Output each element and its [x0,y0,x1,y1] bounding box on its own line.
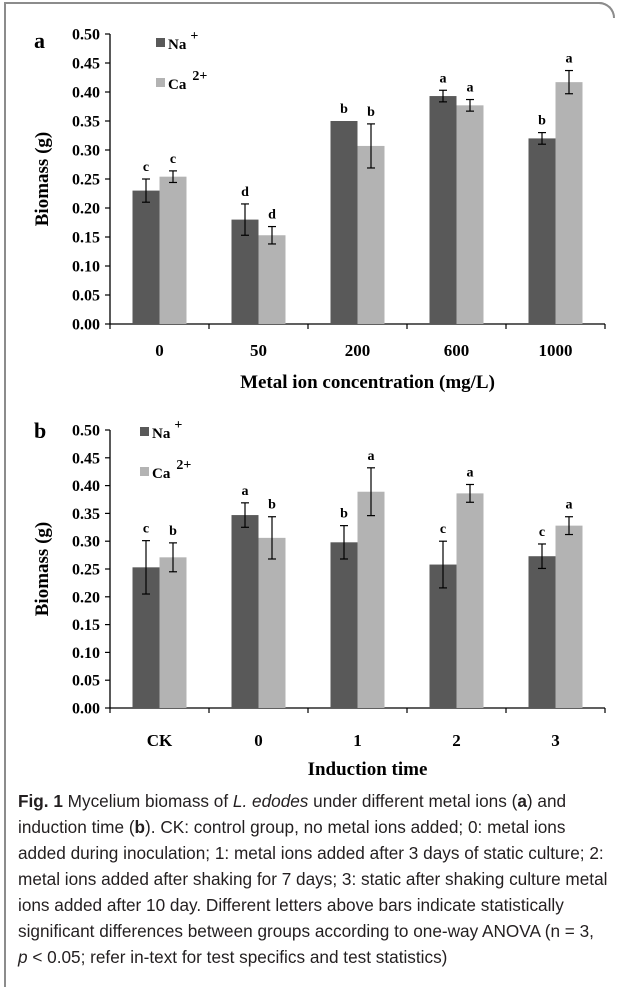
panel-b-y-tick-label: 0.40 [72,478,100,495]
panel-a-x-tick-label: 50 [250,341,267,360]
panel-a-y-tick-label: 0.30 [72,143,100,160]
panel-b-legend-swatch-1 [140,427,149,436]
panel-a-y-tick-label: 0.05 [72,288,100,305]
panel-a-y-tick-label: 0.15 [72,230,100,247]
panel-a-significance-letter: a [467,81,474,96]
panel-a-bar-series-2 [456,105,484,324]
panel-b-y-tick-label: 0.35 [72,506,100,523]
panel-a-x-tick-label: 1000 [539,341,573,360]
panel-a-legend-swatch-1 [156,38,165,47]
panel-b-significance-letter: c [440,522,446,537]
panel-b-bar-series-1 [330,542,358,708]
caption-panel-b-ref: b [134,817,146,837]
panel-a-y-tick-label: 0.20 [72,201,100,218]
panel-b-y-tick-label: 0.20 [72,589,100,606]
panel-b-y-tick-label: 0.10 [72,645,100,662]
panel-a-bar-series-1 [330,121,358,324]
panel-b-bar-series-2 [258,537,286,708]
panel-b-x-tick-label: 1 [353,731,362,750]
panel-a-x-axis-label: Metal ion concentration (mg/L) [240,372,495,393]
panel-b-y-tick-label: 0.45 [72,450,100,467]
panel-a-y-tick-label: 0.50 [72,27,100,44]
caption-p-value: p [18,947,28,967]
panel-a-significance-letter: d [268,208,276,223]
panel-a-x-tick-label: 200 [345,341,371,360]
caption-text-2: under different metal ions ( [308,791,518,811]
panel-a-bar-series-2 [555,82,583,324]
panel-a-bar-series-1 [528,138,556,324]
panel-b-significance-letter: a [242,484,249,499]
panel-b-significance-letter: b [268,498,276,513]
panel-b-y-tick-label: 0.25 [72,562,100,579]
panel-b-significance-letter: b [169,524,177,539]
panel-a-x-tick-label: 0 [155,341,164,360]
panel-a-bar-series-1 [132,190,160,324]
panel-a-legend-label-1: Na+ [168,29,198,53]
panel-b-legend-swatch-2 [140,467,149,476]
panel-a-significance-letter: a [566,52,573,67]
panel-a-y-tick-label: 0.00 [72,317,100,334]
panel-b-significance-letter: a [368,449,375,464]
panel-a-significance-letter: d [241,185,249,200]
panel-b-y-tick-label: 0.50 [72,423,100,440]
panel-a-bar-series-2 [159,176,187,324]
panel-a-bar-series-1 [429,96,457,324]
panel-b-bar-series-2 [159,557,187,708]
panel-b-significance-letter: c [143,522,149,537]
caption-text-4: ). CK: control group, no metal ions adde… [18,817,608,941]
panel-b-x-axis-label: Induction time [308,759,428,780]
panel-b-legend-label-1: Na+ [152,418,182,442]
panel-a-x-tick-label: 600 [444,341,470,360]
panel-b-bar-series-2 [555,525,583,708]
panel-a-panel-label: a [34,28,45,53]
panel-b-x-tick-label: 2 [452,731,461,750]
chart-panel-a: a 0.00 0.05 0.10 0.15 0.20 0.25 0.30 0.35 0.40 0.4… [32,27,606,393]
figure-frame [4,2,615,987]
panel-a-legend-swatch-2 [156,78,165,87]
panel-a-y-axis-label: Biomass (g) [32,132,53,226]
panel-b-panel-label: b [34,418,46,443]
panel-b-y-tick-label: 0.30 [72,534,100,551]
panel-b-x-tick-label: CK [147,731,173,750]
panel-a-bar-series-2 [357,145,385,324]
panel-b-significance-letter: a [566,498,573,513]
panel-a-significance-letter: c [170,152,176,167]
panel-a-significance-letter: b [538,114,546,129]
panel-b-significance-letter: a [467,465,474,480]
panel-b-y-tick-label: 0.00 [72,701,100,718]
panel-a-y-tick-label: 0.40 [72,85,100,102]
figure-caption: Fig. 1 Mycelium biomass of L. edodes und… [18,788,608,970]
panel-a-legend-label-2: Ca2+ [168,69,207,93]
chart-panel-b: b 0.00 0.05 0.10 0.15 0.20 0.25 0.30 0.35 0.40 0.4… [32,418,606,780]
panel-b-bar-series-1 [231,515,259,708]
panel-a-significance-letter: b [340,102,348,117]
panel-b-bar-series-1 [528,556,556,708]
panel-a-y-tick-label: 0.45 [72,56,100,73]
panel-b-y-axis-label: Biomass (g) [32,522,53,616]
caption-text-3: ) and induction time ( [18,791,567,837]
panel-a-significance-letter: b [367,105,375,120]
panel-b-significance-letter: b [340,507,348,522]
caption-species: L. edodes [232,791,309,811]
panel-a-y-tick-label: 0.25 [72,172,100,189]
caption-fig-label: Fig. 1 [18,791,63,811]
panel-b-significance-letter: c [539,525,545,540]
caption-text-5: < 0.05; refer in-text for test specifics… [27,947,448,967]
caption-text-1: Mycelium biomass of [62,791,233,811]
panel-b-x-tick-label: 0 [254,731,263,750]
panel-a-y-tick-label: 0.35 [72,114,100,131]
panel-b-legend-label-2: Ca2+ [152,458,191,482]
panel-b-bar-series-2 [357,491,385,708]
panel-a-bar-series-1 [231,219,259,324]
panel-b-y-tick-label: 0.15 [72,617,100,634]
panel-b-x-tick-label: 3 [551,731,560,750]
panel-a-bar-series-2 [258,235,286,324]
caption-panel-a-ref: a [517,791,527,811]
panel-a-y-tick-label: 0.10 [72,259,100,276]
panel-a-significance-letter: c [143,160,149,175]
panel-a-significance-letter: a [440,71,447,86]
panel-b-y-tick-label: 0.05 [72,673,100,690]
panel-b-bar-series-2 [456,493,484,708]
